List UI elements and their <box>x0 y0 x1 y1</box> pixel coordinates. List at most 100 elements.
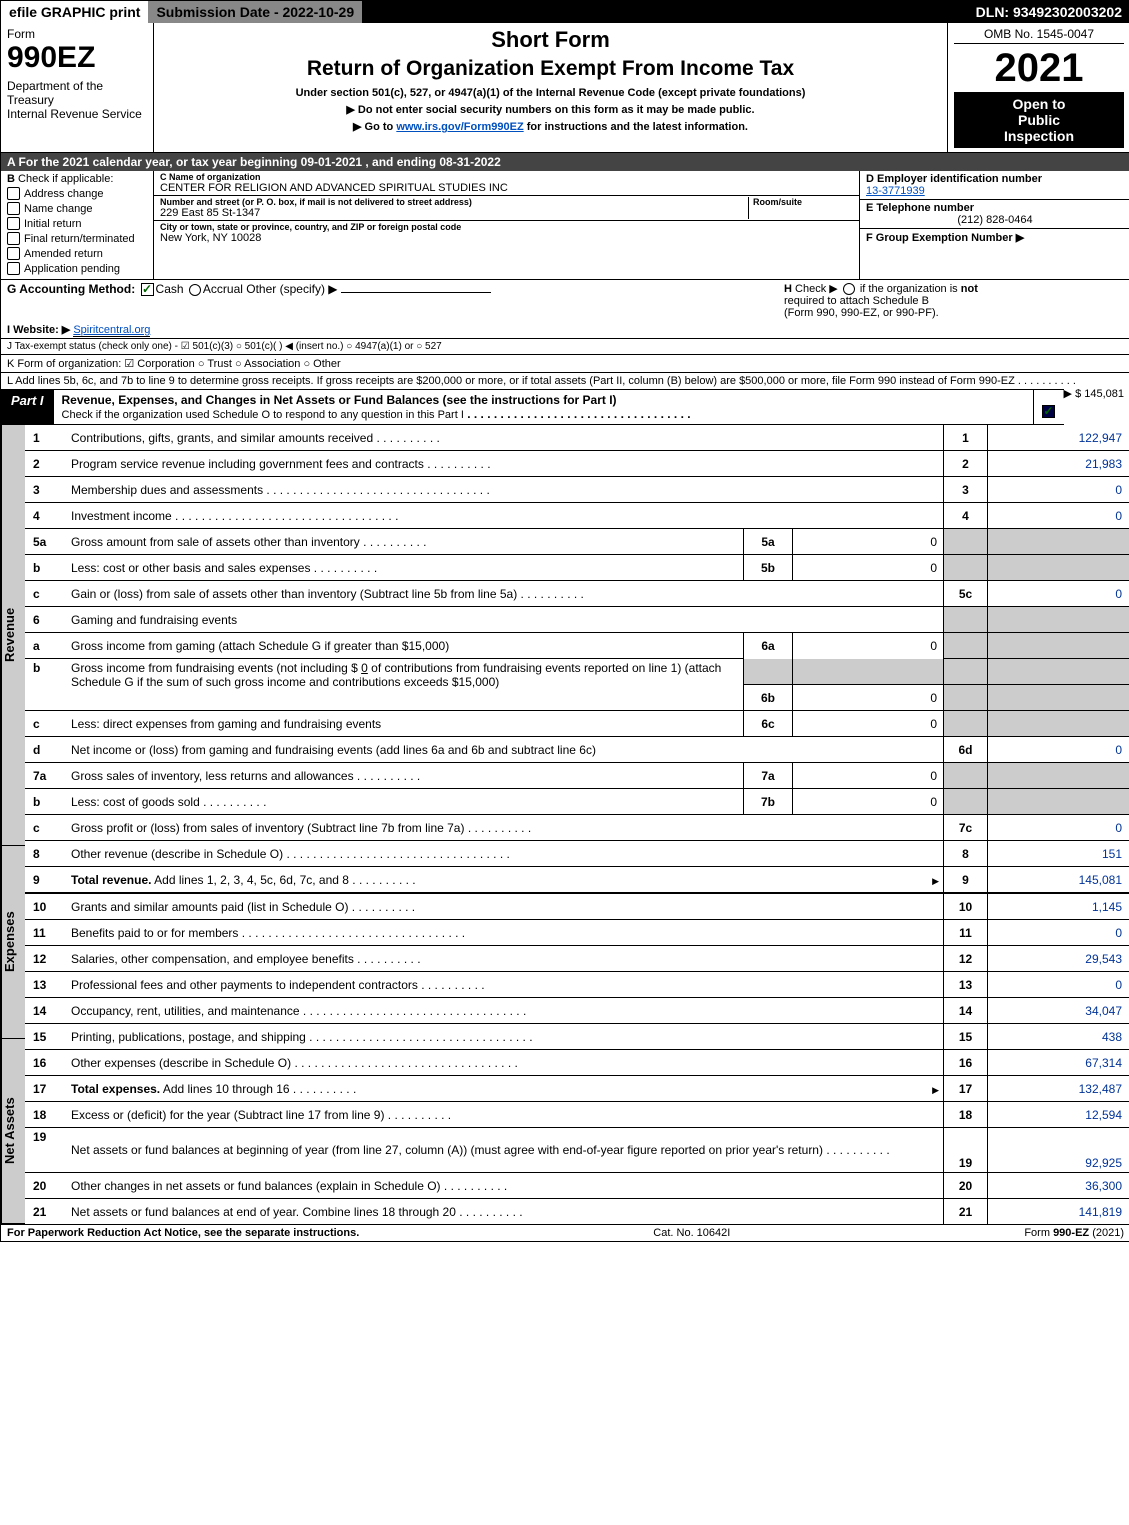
arrow-icon <box>932 873 939 887</box>
b-opt-amended[interactable]: Amended return <box>7 247 147 260</box>
line-6a: a Gross income from gaming (attach Sched… <box>25 633 1129 659</box>
b-opt-pending[interactable]: Application pending <box>7 262 147 275</box>
b-opt-name[interactable]: Name change <box>7 202 147 215</box>
line-7c: c Gross profit or (loss) from sales of i… <box>25 815 1129 841</box>
lines-column: 1 Contributions, gifts, grants, and simi… <box>25 425 1129 1224</box>
header-left: Form 990EZ Department of the Treasury In… <box>1 23 154 152</box>
line-18: 18 Excess or (deficit) for the year (Sub… <box>25 1102 1129 1128</box>
line-num: b <box>25 555 67 581</box>
box-val: 145,081 <box>988 867 1129 894</box>
box-val: 67,314 <box>988 1050 1129 1076</box>
checkbox-icon <box>7 247 20 260</box>
b-opt-initial[interactable]: Initial return <box>7 217 147 230</box>
h-check-text: Check ▶ <box>795 283 838 295</box>
city-label: City or town, state or province, country… <box>160 222 853 232</box>
box-shaded <box>944 659 988 685</box>
h-text4: (Form 990, 990-EZ, or 990-PF). <box>784 307 939 319</box>
line-num: d <box>25 737 67 763</box>
irs-link[interactable]: www.irs.gov/Form990EZ <box>396 121 523 133</box>
h-checkbox[interactable] <box>843 283 855 295</box>
box-val: 0 <box>988 972 1129 998</box>
line-num: c <box>25 815 67 841</box>
line-num: 1 <box>25 425 67 451</box>
vtab-column: Revenue Expenses Net Assets <box>1 425 25 1224</box>
box-num: 3 <box>944 477 988 503</box>
l-text: L Add lines 5b, 6c, and 7b to line 9 to … <box>7 375 1015 387</box>
box-num: 21 <box>944 1199 988 1225</box>
box-val: 0 <box>988 477 1129 503</box>
box-shaded <box>988 685 1129 711</box>
org-name: CENTER FOR RELIGION AND ADVANCED SPIRITU… <box>160 182 853 194</box>
line-3: 3 Membership dues and assessments 3 0 <box>25 477 1129 503</box>
line-desc: Occupancy, rent, utilities, and maintena… <box>67 998 944 1024</box>
e-label: E Telephone number <box>866 202 1124 214</box>
sub-num: 7a <box>744 763 793 789</box>
line-num: 7a <box>25 763 67 789</box>
line-num: c <box>25 711 67 737</box>
box-num: 19 <box>944 1128 988 1173</box>
b-opt-label: Final return/terminated <box>24 233 135 245</box>
part1-header: Part I Revenue, Expenses, and Changes in… <box>1 389 1064 425</box>
line-num: 17 <box>25 1076 67 1102</box>
line-num-empty <box>25 685 67 711</box>
sub-val: 0 <box>793 529 944 555</box>
line-num: 12 <box>25 946 67 972</box>
line-desc: Net income or (loss) from gaming and fun… <box>67 737 944 763</box>
box-val: 0 <box>988 920 1129 946</box>
line-7b: b Less: cost of goods sold 7b 0 <box>25 789 1129 815</box>
line-13: 13 Professional fees and other payments … <box>25 972 1129 998</box>
efile-print-button[interactable]: efile GRAPHIC print <box>1 1 148 23</box>
line-desc: Contributions, gifts, grants, and simila… <box>67 425 944 451</box>
street-value: 229 East 85 St-1347 <box>160 207 744 219</box>
line-desc: Gross income from fundraising events (no… <box>67 659 744 711</box>
ein-value[interactable]: 13-3771939 <box>866 185 1124 197</box>
box-num: 15 <box>944 1024 988 1050</box>
tax-year: 2021 <box>954 48 1124 88</box>
line-8: 8 Other revenue (describe in Schedule O)… <box>25 841 1129 867</box>
b-opt-address[interactable]: Address change <box>7 187 147 200</box>
line-desc: Total revenue. Add lines 1, 2, 3, 4, 5c,… <box>67 867 944 894</box>
box-val: 21,983 <box>988 451 1129 477</box>
footer-right: Form 990-EZ (2021) <box>1024 1227 1124 1239</box>
footer-catalog: Cat. No. 10642I <box>359 1227 1024 1239</box>
b-opt-final[interactable]: Final return/terminated <box>7 232 147 245</box>
section-gh: G Accounting Method: Cash Accrual Other … <box>1 280 1129 321</box>
part1-checkbox[interactable] <box>1042 405 1055 418</box>
box-num: 4 <box>944 503 988 529</box>
line-desc: Net assets or fund balances at end of ye… <box>67 1199 944 1225</box>
line-15: 15 Printing, publications, postage, and … <box>25 1024 1129 1050</box>
line-12: 12 Salaries, other compensation, and emp… <box>25 946 1129 972</box>
h-text3: required to attach Schedule B <box>784 295 929 307</box>
website-link[interactable]: Spiritcentral.org <box>73 324 150 337</box>
vtab-revenue: Revenue <box>1 425 25 846</box>
topbar-spacer <box>362 1 968 23</box>
box-val: 0 <box>988 737 1129 763</box>
g-other-input[interactable] <box>341 292 491 293</box>
g-cash-checkbox[interactable] <box>141 283 154 296</box>
box-shaded <box>944 763 988 789</box>
line-14: 14 Occupancy, rent, utilities, and maint… <box>25 998 1129 1024</box>
short-form-title: Short Form <box>160 27 941 53</box>
box-shaded <box>988 789 1129 815</box>
box-val: 36,300 <box>988 1173 1129 1199</box>
line-10: 10 Grants and similar amounts paid (list… <box>25 893 1129 920</box>
g-accrual-radio[interactable] <box>189 284 201 296</box>
vtab-netassets: Net Assets <box>1 1039 25 1224</box>
b-opt-label: Address change <box>24 188 104 200</box>
b-check-label: Check if applicable: <box>18 173 113 185</box>
box-num: 17 <box>944 1076 988 1102</box>
form-number: 990EZ <box>7 41 147 75</box>
h-label: H <box>784 283 792 295</box>
header-mid: Short Form Return of Organization Exempt… <box>154 23 948 152</box>
part1-title: Revenue, Expenses, and Changes in Net As… <box>54 390 1033 424</box>
line-num: 14 <box>25 998 67 1024</box>
line-6b: b Gross income from fundraising events (… <box>25 659 1129 685</box>
box-num: 20 <box>944 1173 988 1199</box>
line-6c: c Less: direct expenses from gaming and … <box>25 711 1129 737</box>
form-header: Form 990EZ Department of the Treasury In… <box>1 23 1129 153</box>
sub-num: 5a <box>744 529 793 555</box>
line-desc: Less: cost of goods sold <box>67 789 744 815</box>
d-cell: D Employer identification number 13-3771… <box>860 171 1129 200</box>
line-desc: Professional fees and other payments to … <box>67 972 944 998</box>
line-num: 2 <box>25 451 67 477</box>
